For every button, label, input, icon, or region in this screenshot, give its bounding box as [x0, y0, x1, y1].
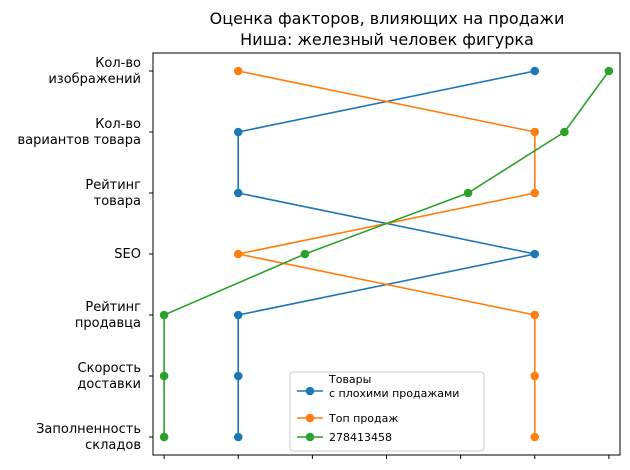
chart-title-line-1: Оценка факторов, влияющих на продажи: [210, 9, 565, 28]
data-point: [233, 188, 243, 198]
legend-marker: [305, 432, 315, 442]
data-point: [233, 249, 243, 259]
legend-marker: [305, 386, 315, 396]
series-layer: [159, 66, 614, 442]
data-point: [159, 310, 169, 320]
y-tick-label: Кол-во изображений: [48, 56, 141, 87]
legend: Товары с плохими продажами Топ продаж 27841…: [289, 371, 485, 452]
y-tick-label: Скорость доставки: [77, 361, 141, 392]
data-point: [560, 127, 569, 137]
chart-title-line-2: Ниша: железный человек фигурка: [240, 30, 534, 49]
data-point: [530, 66, 540, 76]
legend-box: [289, 371, 485, 452]
legend-label: Товары с плохими продажами: [328, 373, 459, 400]
y-tick-label: Кол-во вариантов товара: [18, 117, 142, 148]
y-tick-label: SEO: [114, 247, 141, 262]
data-point: [530, 188, 540, 198]
data-point: [604, 66, 614, 76]
y-tick-label: Рейтинг продавца: [75, 300, 141, 331]
data-point: [233, 371, 243, 381]
data-point: [233, 310, 243, 320]
y-tick-label: Заполненность складов: [36, 422, 141, 453]
legend-label: 278413458: [329, 431, 392, 444]
data-point: [530, 432, 540, 442]
data-point: [233, 66, 243, 76]
data-point: [159, 432, 169, 442]
axis-ticks: Заполненность складов Скорость доставки Рейт…: [18, 56, 610, 459]
data-point: [530, 371, 540, 381]
y-tick-label: Рейтинг товара: [85, 178, 141, 209]
data-point: [159, 371, 169, 381]
chart-title: Оценка факторов, влияющих на продажи Ниш…: [210, 9, 565, 49]
data-point: [530, 310, 540, 320]
data-point: [233, 432, 243, 442]
data-point: [530, 127, 540, 137]
data-point: [233, 127, 243, 137]
data-point: [300, 249, 310, 259]
legend-label: Топ продаж: [328, 412, 398, 425]
data-point: [463, 188, 473, 198]
data-point: [530, 249, 540, 259]
legend-marker: [305, 413, 315, 423]
